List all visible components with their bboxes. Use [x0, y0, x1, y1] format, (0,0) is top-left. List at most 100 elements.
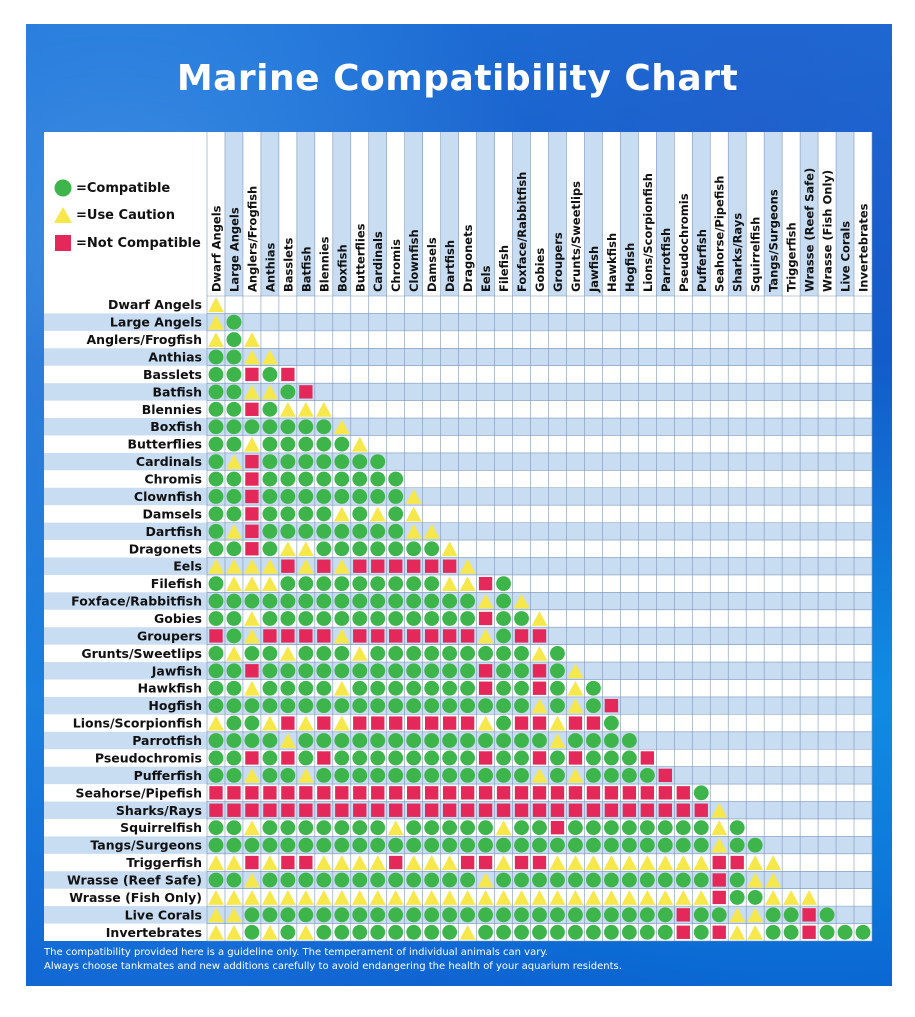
row-label: Wrasse (Fish Only) — [69, 890, 202, 905]
compatible-mark — [460, 698, 476, 714]
compatible-mark — [586, 872, 601, 888]
compatible-mark — [298, 733, 314, 748]
column-label: Gobies — [533, 248, 547, 292]
compatible-mark — [352, 611, 368, 626]
compatible-mark — [370, 680, 386, 696]
row-label: Tangs/Surgeons — [90, 838, 202, 853]
column-label: Seahorse/Pipefish — [713, 176, 727, 292]
caution-mark — [747, 872, 764, 888]
compatible-mark — [406, 680, 422, 696]
compatible-mark — [621, 733, 637, 748]
compatible-mark — [334, 523, 350, 539]
compatible-mark — [478, 924, 493, 940]
not-compatible-mark — [604, 803, 619, 817]
compatible-mark — [352, 872, 368, 888]
not-compatible-mark — [514, 786, 529, 800]
column-label: Tangs/Surgeons — [767, 189, 781, 292]
compatible-mark — [208, 837, 224, 853]
not-compatible-mark — [478, 751, 493, 765]
caution-mark — [333, 680, 350, 696]
caution-mark — [675, 855, 692, 870]
compatible-mark — [586, 907, 601, 923]
caution-mark — [244, 767, 260, 783]
compatible-mark — [262, 820, 278, 836]
compatible-mark — [424, 645, 440, 661]
not-compatible-mark — [317, 629, 331, 643]
compatible-mark — [550, 907, 565, 923]
compatible-mark — [280, 698, 296, 714]
compatible-mark — [406, 907, 422, 923]
not-compatible-mark — [712, 925, 726, 939]
compatible-mark — [639, 820, 655, 836]
compatible-mark — [316, 436, 332, 452]
not-compatible-mark — [514, 629, 529, 643]
compatible-mark — [496, 837, 511, 853]
compatible-mark — [388, 767, 404, 783]
compatible-mark — [460, 645, 476, 661]
compatible-mark — [532, 924, 547, 940]
caution-mark — [711, 802, 728, 818]
compatible-mark — [298, 506, 314, 522]
compatible-mark — [226, 401, 242, 417]
compatible-mark — [747, 837, 763, 853]
caution-mark — [675, 890, 692, 905]
compatible-mark — [280, 384, 296, 400]
caution-mark — [226, 890, 242, 905]
caution-mark — [244, 820, 260, 836]
caution-mark — [244, 680, 260, 696]
column-label: Wrasse (Fish Only) — [821, 170, 835, 292]
compatible-mark — [262, 611, 278, 626]
compatible-mark — [496, 576, 511, 592]
compatible-mark — [262, 471, 278, 487]
compatible-mark — [370, 645, 386, 661]
compatible-mark — [316, 733, 332, 748]
compatible-mark — [442, 698, 458, 714]
compatible-mark — [568, 733, 583, 748]
not-compatible-mark — [245, 472, 259, 486]
column-label: Blennies — [317, 236, 331, 292]
compatible-mark — [298, 576, 314, 592]
compatible-mark — [208, 698, 224, 714]
compatible-mark — [208, 611, 224, 626]
not-compatible-mark — [676, 786, 690, 800]
compatible-mark — [316, 489, 332, 504]
not-compatible-mark — [478, 681, 493, 695]
compatible-mark — [586, 820, 601, 836]
caution-mark — [369, 506, 386, 522]
not-compatible-mark — [712, 890, 726, 905]
compatible-mark — [208, 593, 224, 609]
not-compatible-mark — [245, 751, 259, 765]
not-compatible-mark — [730, 855, 744, 870]
caution-mark — [549, 733, 566, 748]
compatible-mark — [406, 593, 422, 609]
compatible-mark — [388, 924, 404, 940]
compatible-mark — [334, 820, 350, 836]
not-compatible-mark — [568, 803, 583, 817]
column-label: Damsels — [425, 237, 439, 292]
caution-mark — [261, 384, 278, 400]
compatible-mark — [370, 576, 386, 592]
compatible-mark — [729, 820, 745, 836]
compatible-mark — [496, 611, 511, 626]
compatible-mark — [208, 419, 224, 435]
header-column-shade — [368, 132, 387, 296]
compatible-mark — [514, 872, 529, 888]
compatible-mark — [244, 733, 260, 748]
caution-mark — [244, 332, 260, 347]
compatible-mark — [568, 820, 583, 836]
compatible-mark — [568, 924, 583, 940]
caution-mark — [765, 855, 782, 870]
not-compatible-square-icon — [55, 235, 71, 251]
compatible-mark — [765, 924, 781, 940]
caution-mark — [693, 890, 710, 905]
not-compatible-mark — [317, 751, 331, 765]
compatible-mark — [370, 489, 386, 504]
caution-mark — [351, 890, 368, 905]
compatible-mark — [226, 680, 242, 696]
compatible-mark — [478, 837, 493, 853]
compatible-mark — [352, 593, 368, 609]
not-compatible-mark — [712, 873, 726, 887]
compatible-mark — [514, 611, 529, 626]
row-label: Damsels — [143, 506, 202, 521]
caution-mark — [459, 924, 476, 940]
